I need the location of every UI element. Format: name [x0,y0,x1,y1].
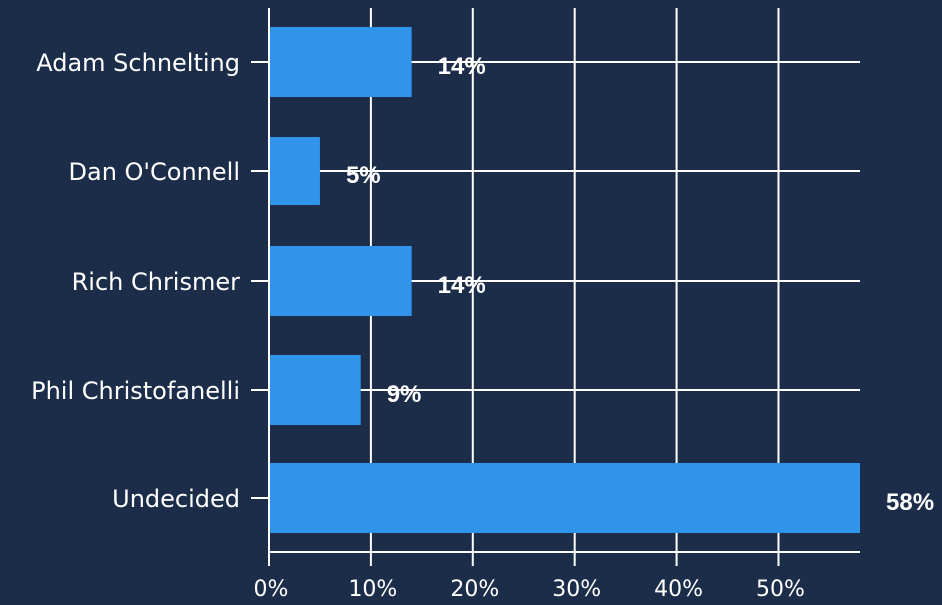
axis-layer [251,8,860,566]
value-label: 58% [886,489,934,516]
x-tick-label: 40% [654,577,703,602]
category-label: Adam Schnelting [36,49,240,77]
x-tick-label: 30% [552,577,601,602]
value-label: 14% [438,272,486,299]
bar [269,137,320,205]
x-tick-label: 0% [254,577,289,602]
category-label: Phil Christofanelli [31,377,240,405]
category-label: Undecided [112,485,240,513]
bar [269,355,361,425]
bar [269,27,412,97]
bar-layer [269,27,860,533]
value-label: 9% [387,381,422,408]
category-label: Rich Chrismer [72,268,241,296]
x-tick-label: 50% [756,577,805,602]
bar [269,246,412,316]
category-label: Dan O'Connell [69,158,240,186]
bar [269,463,860,533]
x-tick-label: 20% [450,577,499,602]
value-label: 14% [438,53,486,80]
x-tick-label: 10% [348,577,397,602]
label-layer: 0% 10% 20% 30% 40% 50% Adam Schnelting Dan O'Co… [31,49,934,602]
value-label: 5% [346,162,381,189]
